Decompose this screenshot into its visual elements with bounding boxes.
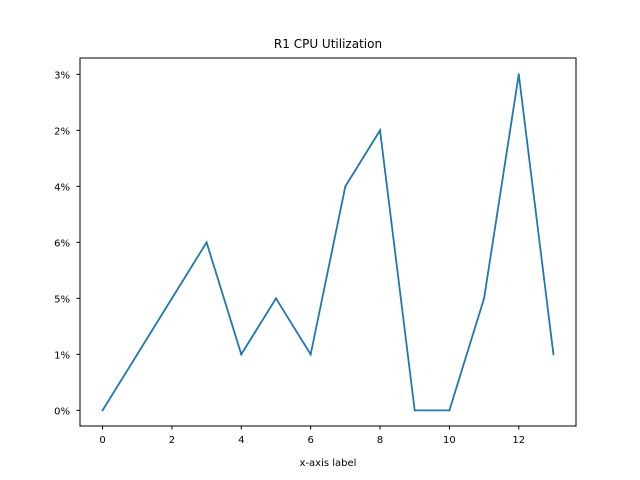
chart-title: R1 CPU Utilization [274, 37, 382, 51]
y-axis-ticks: 0% 1% 5% 6% 4% 2% 3% [54, 70, 80, 417]
y-tick-label: 2% [54, 126, 70, 137]
data-point [205, 241, 208, 244]
x-tick-label: 6 [307, 435, 313, 446]
data-point [413, 409, 416, 412]
x-tick-label: 0 [99, 435, 105, 446]
x-tick-label: 8 [377, 435, 383, 446]
x-axis-ticks: 0 2 4 6 8 10 12 [99, 426, 525, 446]
data-point [240, 353, 243, 356]
x-tick-label: 12 [512, 435, 525, 446]
data-point [552, 353, 555, 356]
x-tick-label: 10 [443, 435, 456, 446]
series-points [101, 73, 555, 412]
data-point [517, 73, 520, 76]
series-line [101, 74, 555, 412]
y-tick-label: 5% [54, 294, 70, 305]
data-point [448, 409, 451, 412]
x-tick-label: 4 [238, 435, 244, 446]
y-tick-label: 6% [54, 238, 70, 249]
data-point [274, 297, 277, 300]
y-tick-label: 1% [54, 350, 70, 361]
data-point [344, 185, 347, 188]
data-point [101, 409, 104, 412]
data-point [170, 297, 173, 300]
x-tick-label: 2 [169, 435, 175, 446]
x-axis-label: x-axis label [300, 458, 357, 469]
plot-frame [79, 57, 577, 427]
data-point [309, 353, 312, 356]
y-tick-label: 4% [54, 182, 70, 193]
data-point [136, 353, 139, 356]
data-point [483, 297, 486, 300]
data-point [379, 129, 382, 132]
y-tick-label: 0% [54, 406, 70, 417]
y-tick-label: 3% [54, 70, 70, 81]
